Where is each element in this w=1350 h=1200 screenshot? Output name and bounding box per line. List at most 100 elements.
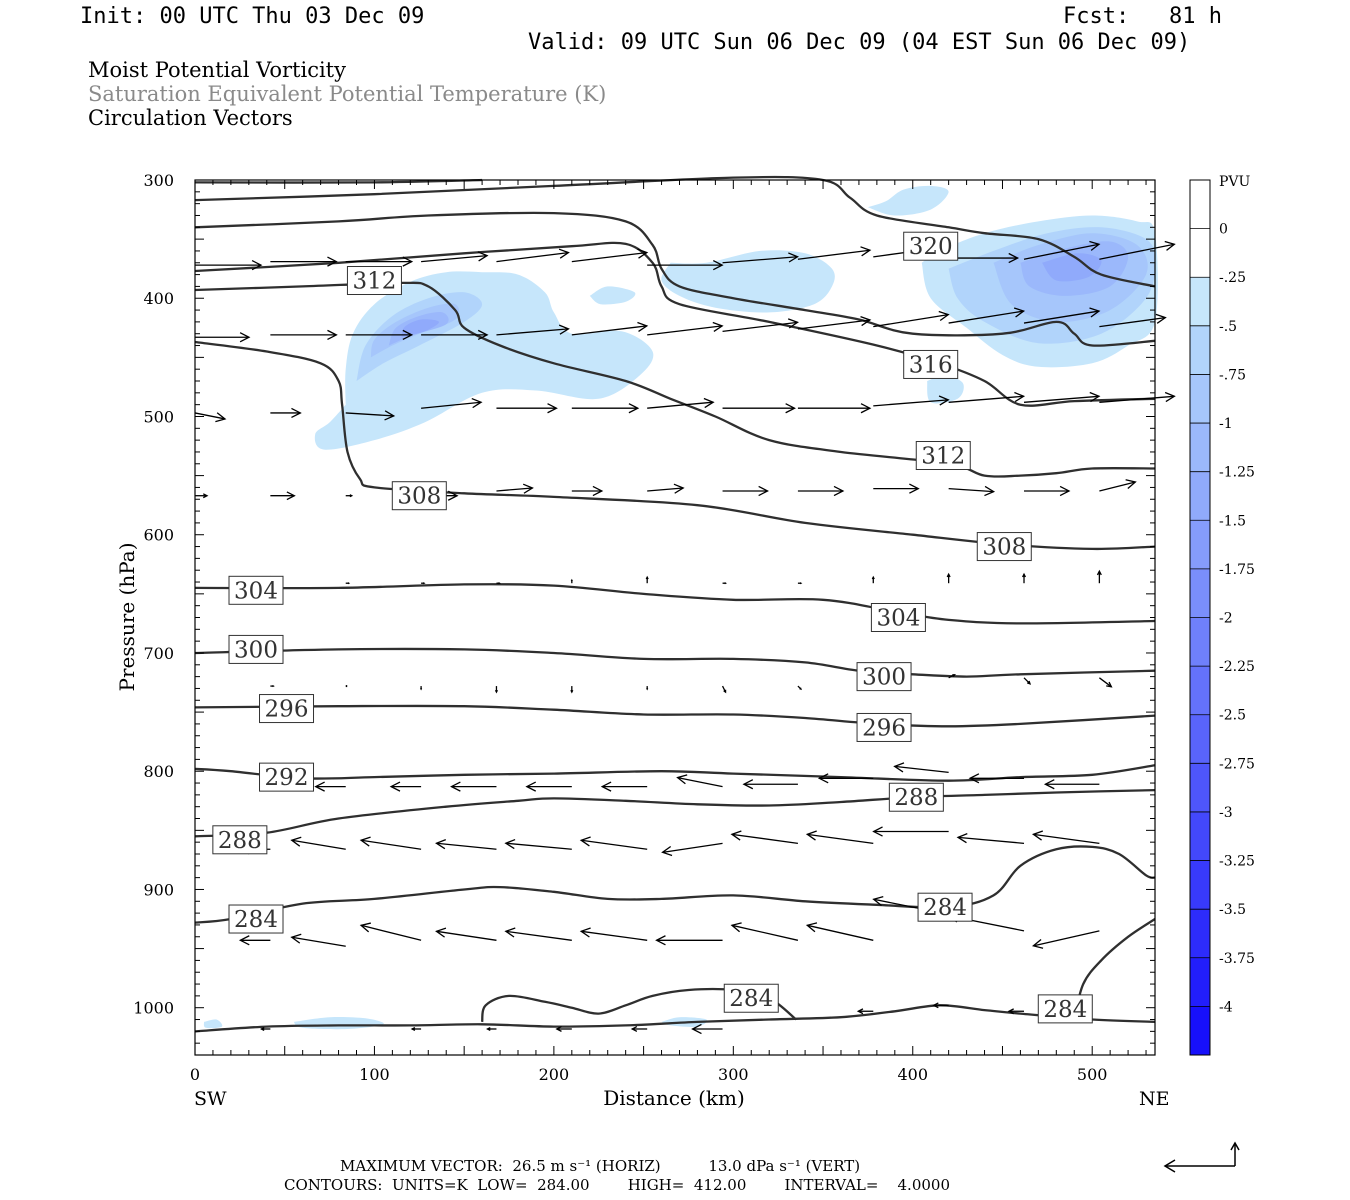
circulation-vector xyxy=(722,485,769,497)
circulation-vector xyxy=(504,927,572,941)
vector-head xyxy=(1008,252,1020,264)
vector-head xyxy=(349,494,354,498)
vector-head xyxy=(673,483,685,494)
contour-label-text: 284 xyxy=(729,986,773,1012)
vector-head xyxy=(238,935,250,946)
colorbar-label: 0 xyxy=(1219,222,1228,238)
x-right-end-label: NE xyxy=(1139,1088,1170,1110)
colorbar-label: -3.5 xyxy=(1219,902,1246,918)
vector-head xyxy=(984,485,996,497)
vector-head xyxy=(1089,240,1101,251)
colorbar-label: -3 xyxy=(1219,805,1233,821)
contour-label-box xyxy=(228,575,284,605)
circulation-vector xyxy=(345,582,351,585)
colorbar-labels: 0 -.25 -.5 -.75 -1 -1.25 -1.5 -1.75 -2 -2.25 -2.5 -… xyxy=(1219,222,1255,1016)
circulation-vector xyxy=(797,246,872,260)
contour-label-text: 308 xyxy=(397,484,441,510)
contour-label: 320 xyxy=(903,231,959,261)
vector-shaft xyxy=(291,839,346,850)
circulation-vector xyxy=(496,582,501,585)
vector-head xyxy=(872,826,883,837)
vector-head xyxy=(215,412,227,423)
contour-label-text: 312 xyxy=(921,444,965,470)
circulation-vector xyxy=(420,686,423,691)
vector-head xyxy=(435,927,447,938)
contour-label-text: 304 xyxy=(234,578,278,604)
vector-head xyxy=(788,252,799,263)
colorbar-swatch xyxy=(1190,714,1210,764)
circulation-vectors xyxy=(194,240,1176,1035)
vector-shaft xyxy=(571,251,647,263)
vector-head xyxy=(856,1008,864,1015)
pv-region xyxy=(867,185,949,216)
circulation-vector xyxy=(932,1002,949,1009)
theta-es-contours xyxy=(194,175,1156,1033)
contour-label-text: 316 xyxy=(909,352,953,378)
circulation-vector xyxy=(1098,677,1113,688)
pv-region xyxy=(293,1016,384,1030)
circulation-vector xyxy=(1031,830,1100,844)
vector-head xyxy=(471,397,483,409)
circulation-vector xyxy=(948,307,1026,324)
circulation-vector xyxy=(946,572,951,584)
title-theta-es: Saturation Equivalent Potential Temperat… xyxy=(88,82,607,106)
vector-head xyxy=(787,318,799,329)
colorbar-swatch xyxy=(1190,180,1210,230)
circulation-vector xyxy=(730,830,799,844)
theta-es-contour xyxy=(194,1004,1156,1033)
circulation-vector xyxy=(410,1026,422,1031)
vector-head xyxy=(712,260,724,271)
vector-head xyxy=(202,493,209,499)
circulation-vector xyxy=(421,329,489,341)
vector-shaft xyxy=(496,328,569,336)
vector-head xyxy=(435,839,447,850)
vector-head xyxy=(893,762,905,773)
x-tick-label: 300 xyxy=(718,1065,749,1084)
contour-label-box xyxy=(228,904,284,934)
vector-head xyxy=(758,485,769,497)
vector-head xyxy=(805,922,818,933)
vector-head xyxy=(498,582,501,585)
theta-es-contour xyxy=(194,583,1156,625)
vector-shaft xyxy=(505,930,572,941)
vector-head xyxy=(730,830,742,841)
contour-label-box xyxy=(856,662,912,692)
colorbar-swatch xyxy=(1190,374,1210,424)
vector-head xyxy=(630,1026,638,1032)
circulation-vector xyxy=(730,922,799,941)
contour-label-box xyxy=(903,231,959,261)
contour-label-box xyxy=(917,892,973,922)
circulation-vector xyxy=(195,493,209,499)
contour-label-box xyxy=(915,441,971,471)
circulation-vector xyxy=(345,256,414,267)
colorbar-label: -1.25 xyxy=(1219,465,1255,481)
vector-head xyxy=(1014,391,1026,403)
vector-head xyxy=(1164,391,1176,403)
vector-head xyxy=(952,674,956,678)
colorbar-swatch xyxy=(1190,909,1210,959)
vector-head xyxy=(558,248,570,259)
vector-head xyxy=(724,582,727,585)
vector-head xyxy=(661,846,673,857)
contour-label-text: 284 xyxy=(1043,997,1087,1023)
vector-shaft xyxy=(647,487,684,492)
circulation-vector xyxy=(630,1026,648,1032)
circulation-vector xyxy=(742,779,798,790)
colorbar-swatch xyxy=(1190,1006,1210,1056)
circulation-vector xyxy=(270,329,338,341)
circulation-vector xyxy=(856,1008,874,1015)
contour-label-text: 296 xyxy=(862,715,906,741)
circulation-vector xyxy=(570,578,573,584)
vector-shaft xyxy=(948,487,994,493)
x-axis-title: Distance (km) xyxy=(603,1086,745,1110)
vector-head xyxy=(1125,479,1137,490)
vector-head xyxy=(486,1026,491,1031)
vector-head xyxy=(570,689,574,694)
contour-label-box xyxy=(903,349,959,379)
vector-head xyxy=(938,395,950,406)
circulation-vector xyxy=(496,403,558,414)
vector-head xyxy=(286,491,296,501)
pv-region xyxy=(589,286,636,305)
vector-head xyxy=(730,922,742,933)
circulation-vector xyxy=(968,773,1025,784)
